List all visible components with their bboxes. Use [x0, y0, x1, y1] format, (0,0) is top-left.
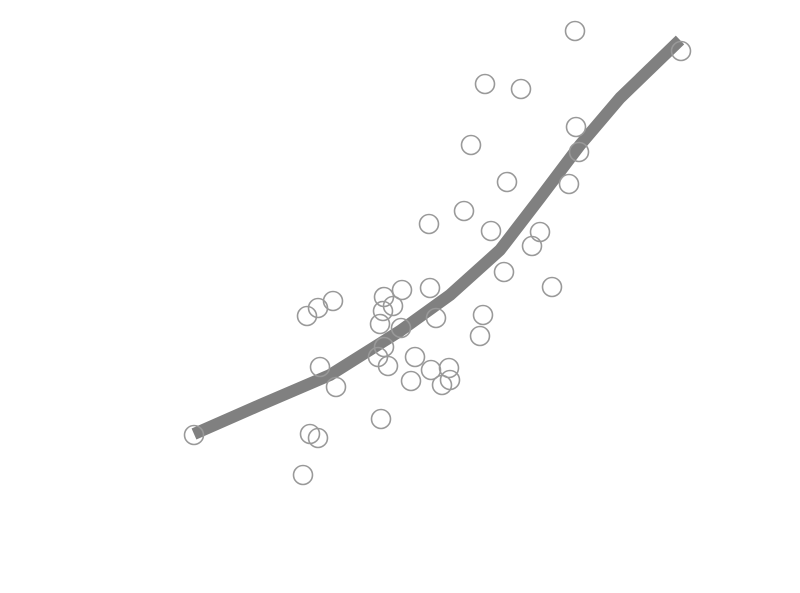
point — [496, 171, 518, 193]
point — [382, 295, 404, 317]
point — [325, 376, 347, 398]
point — [322, 290, 344, 312]
point — [183, 424, 205, 446]
point — [370, 408, 392, 430]
point — [558, 173, 580, 195]
point — [377, 355, 399, 377]
point — [521, 235, 543, 257]
point — [472, 304, 494, 326]
point — [529, 221, 551, 243]
point — [307, 427, 329, 449]
point — [439, 369, 461, 391]
point — [474, 73, 496, 95]
point — [418, 213, 440, 235]
point — [404, 346, 426, 368]
point — [453, 200, 475, 222]
point — [292, 464, 314, 486]
point — [391, 279, 413, 301]
point — [373, 336, 395, 358]
point — [493, 261, 515, 283]
point — [565, 116, 587, 138]
point — [568, 141, 590, 163]
point — [460, 134, 482, 156]
point — [372, 300, 394, 322]
point — [670, 40, 692, 62]
point — [369, 313, 391, 335]
point — [541, 276, 563, 298]
point — [425, 307, 447, 329]
point — [296, 305, 318, 327]
point — [564, 20, 586, 42]
point — [309, 356, 331, 378]
point — [510, 78, 532, 100]
point — [480, 220, 502, 242]
point — [390, 317, 412, 339]
point — [400, 370, 422, 392]
fit-line — [191, 35, 685, 440]
point — [419, 277, 441, 299]
point — [469, 325, 491, 347]
